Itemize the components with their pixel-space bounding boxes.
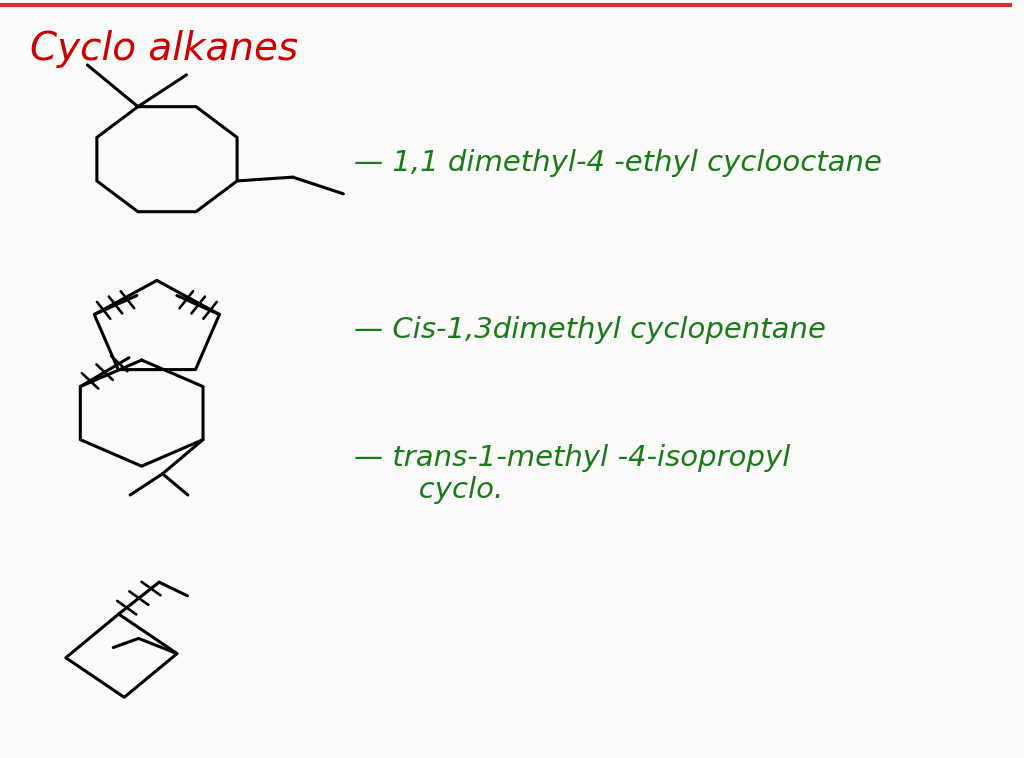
Text: Cyclo alkanes: Cyclo alkanes	[31, 30, 298, 68]
Text: — 1,1 dimethyl-4 -ethyl cyclooctane: — 1,1 dimethyl-4 -ethyl cyclooctane	[354, 149, 882, 177]
Text: — trans-1-methyl -4-isopropyl
       cyclo.: — trans-1-methyl -4-isopropyl cyclo.	[354, 443, 791, 504]
Text: — Cis-1,3dimethyl cyclopentane: — Cis-1,3dimethyl cyclopentane	[354, 316, 826, 343]
